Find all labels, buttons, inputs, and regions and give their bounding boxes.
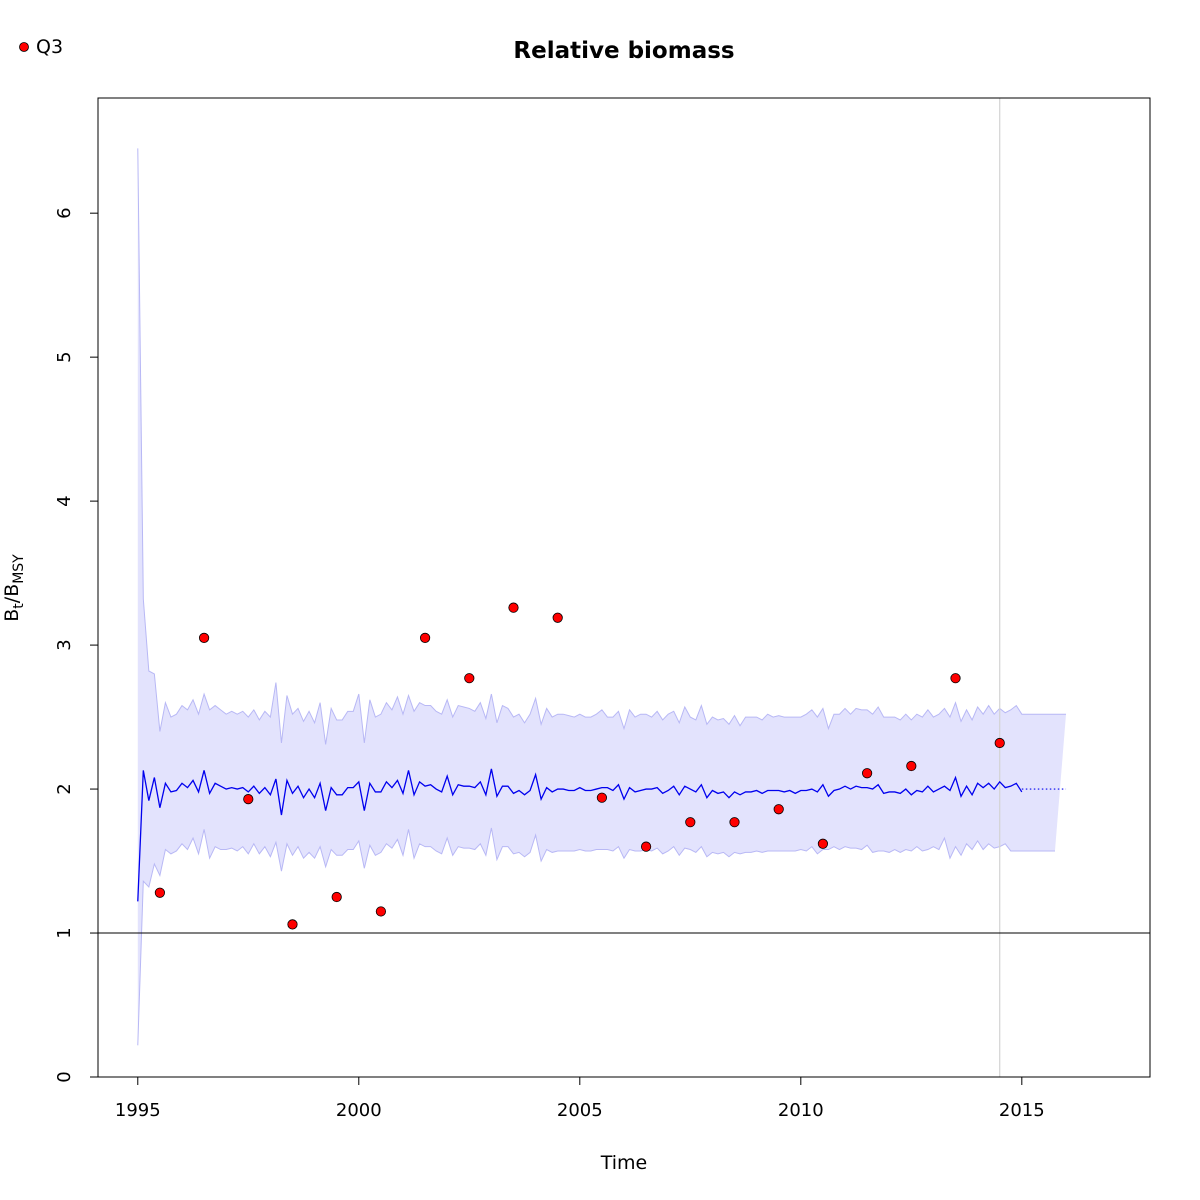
data-point-q3	[729, 817, 740, 828]
data-point-q3	[906, 760, 917, 772]
y-tick-label: 4	[54, 495, 75, 506]
y-axis: 0 1 2 3 4 5 6	[54, 207, 99, 1083]
data-point-q3	[331, 891, 342, 903]
data-point-q3	[994, 737, 1005, 749]
data-point-q3	[817, 838, 829, 849]
x-tick-label: 2015	[999, 1100, 1045, 1121]
y-axis-label-main: B	[1, 609, 23, 622]
y-axis-label-sub1: t	[11, 603, 27, 609]
data-point-q3	[596, 792, 607, 803]
x-tick-label: 2010	[778, 1100, 824, 1121]
y-tick-label: 5	[54, 351, 75, 362]
y-tick-label: 0	[54, 1071, 75, 1082]
chart-title: Relative biomass	[513, 38, 734, 64]
data-point-q3	[419, 632, 431, 643]
data-point-q3	[464, 673, 475, 684]
data-point-q3	[154, 887, 165, 898]
data-point-q3	[287, 919, 298, 930]
estimate-line	[137, 768, 1023, 902]
legend-label-q3: Q3	[36, 36, 63, 58]
data-point-q3	[508, 602, 519, 613]
y-tick-label: 3	[54, 639, 75, 650]
y-tick-label: 2	[54, 783, 75, 794]
data-point-q3	[950, 673, 961, 684]
data-point-q3	[685, 817, 696, 828]
plot-area	[98, 98, 1150, 1077]
data-point-q3	[552, 612, 563, 623]
x-axis: 1995 2000 2005 2010 2015	[115, 1076, 1045, 1121]
x-tick-label: 2000	[336, 1100, 382, 1121]
y-tick-label: 6	[54, 207, 75, 218]
confidence-band-lower	[137, 827, 1055, 1046]
data-point-q3	[243, 794, 254, 805]
legend: Q3	[19, 36, 63, 58]
x-tick-label: 1995	[115, 1100, 161, 1121]
legend-marker-q3	[19, 42, 29, 52]
data-point-q3	[862, 768, 873, 779]
confidence-band-upper	[137, 148, 1067, 745]
y-tick-label: 1	[54, 927, 75, 938]
y-axis-label-sub2: MSY	[11, 554, 27, 584]
y-axis-label: Bt/BMSY	[1, 554, 27, 622]
data-point-q3	[773, 804, 784, 815]
y-axis-label-sep: /B	[1, 584, 23, 603]
x-tick-label: 2005	[557, 1100, 603, 1121]
data-point-q3	[641, 841, 652, 852]
x-axis-label: Time	[600, 1152, 648, 1174]
data-point-q3	[198, 632, 210, 643]
data-point-q3	[375, 906, 386, 917]
confidence-band	[137, 148, 1067, 1046]
